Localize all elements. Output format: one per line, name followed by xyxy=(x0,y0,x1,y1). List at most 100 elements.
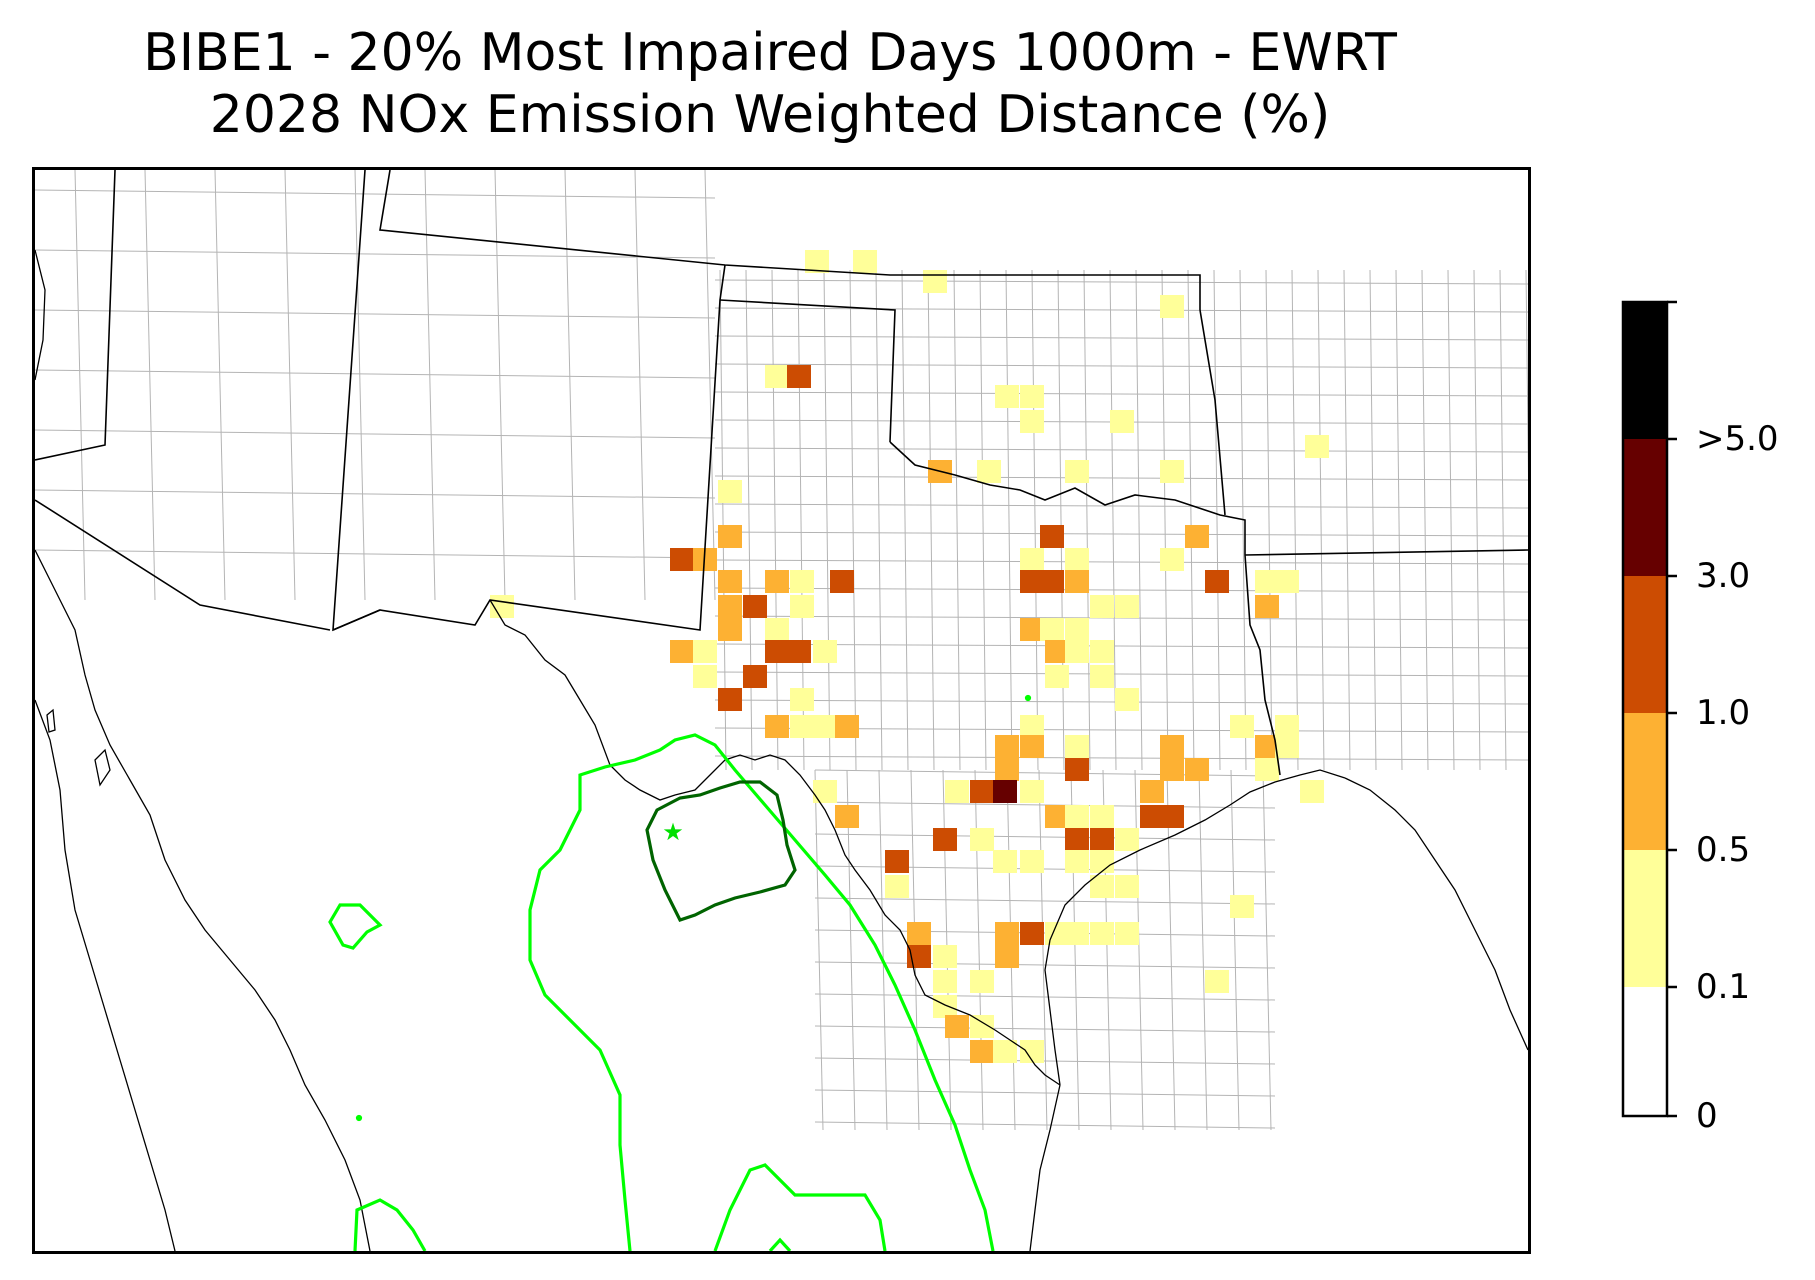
emission-cell xyxy=(1110,410,1134,433)
emission-cell xyxy=(718,525,742,548)
emission-cell xyxy=(765,570,789,593)
emission-cell xyxy=(1115,875,1139,898)
emission-cell xyxy=(1020,410,1044,433)
emission-cell xyxy=(813,640,837,663)
colorbar-ticks xyxy=(1667,300,1677,1118)
emission-cell xyxy=(835,715,859,738)
state-boundaries xyxy=(35,170,1528,776)
emission-cell xyxy=(1090,805,1114,828)
emission-cell xyxy=(1275,735,1299,758)
emission-cell xyxy=(1140,780,1164,803)
emission-cell xyxy=(1040,618,1064,641)
emission-cell xyxy=(995,945,1019,968)
emission-cell xyxy=(765,365,789,388)
emission-cell xyxy=(1090,595,1114,618)
emission-cell xyxy=(1090,828,1114,851)
emission-cell xyxy=(945,780,969,803)
emission-cell xyxy=(1090,922,1114,945)
emission-cell xyxy=(718,688,742,711)
emission-cell xyxy=(995,922,1019,945)
emission-cell xyxy=(1255,758,1279,781)
colorbar-bin-0.5-1 xyxy=(1623,713,1667,850)
emission-cell xyxy=(970,1015,994,1038)
colorbar-tick-0.5: 0.5 xyxy=(1696,830,1751,870)
emission-cell xyxy=(765,715,789,738)
emission-cell xyxy=(1020,735,1044,758)
emission-cell xyxy=(1300,780,1324,803)
receptor-marker: ★ xyxy=(662,818,684,846)
emission-cell xyxy=(790,715,814,738)
emission-cell xyxy=(765,640,789,663)
emission-cell xyxy=(1160,805,1184,828)
title-line-1: BIBE1 - 20% Most Impaired Days 1000m - E… xyxy=(143,23,1397,83)
emission-cell xyxy=(1065,735,1089,758)
border-tx-la xyxy=(1244,554,1281,776)
emission-cell xyxy=(1065,640,1089,663)
emission-cell xyxy=(1160,758,1184,781)
colorbar-bin-gt5 xyxy=(1623,302,1667,439)
contour-outer-left xyxy=(328,903,383,950)
border-ar-la xyxy=(1244,549,1528,556)
emission-cell xyxy=(993,850,1017,873)
emission-cell xyxy=(1045,665,1069,688)
colorbar-tick-0.1: 0.1 xyxy=(1696,967,1751,1007)
emission-cell xyxy=(1020,850,1044,873)
colorbar-bin-0.1-0.5 xyxy=(1623,850,1667,987)
emission-cell xyxy=(670,640,694,663)
emission-cell xyxy=(993,780,1017,803)
emission-cell xyxy=(1090,640,1114,663)
colorbar-border xyxy=(1621,300,1669,1118)
emission-cell xyxy=(1160,735,1184,758)
emission-cell xyxy=(1305,435,1329,458)
emission-cell xyxy=(1230,715,1254,738)
emission-cell xyxy=(1090,665,1114,688)
island-1 xyxy=(94,748,111,787)
emission-cell xyxy=(790,570,814,593)
border-nm-mexico xyxy=(332,609,381,631)
emission-cell xyxy=(933,828,957,851)
contour-outer-bottom-left xyxy=(353,1198,427,1251)
contour-outer-main xyxy=(528,733,995,1251)
contour-inner xyxy=(645,780,797,922)
emission-cell xyxy=(970,970,994,993)
map-canvas: ★ xyxy=(35,170,1528,1251)
emission-cell xyxy=(790,595,814,618)
emission-cell xyxy=(995,385,1019,408)
title-line-2: 2028 NOx Emission Weighted Distance (%) xyxy=(209,85,1331,145)
emission-cell xyxy=(718,618,742,641)
emission-cell xyxy=(1255,595,1279,618)
emission-cell xyxy=(1255,735,1279,758)
colorbar-tick-gt5: >5.0 xyxy=(1696,419,1779,459)
emission-cell xyxy=(718,570,742,593)
contour-outer-bottom-mid xyxy=(713,1163,887,1251)
emission-cell xyxy=(1160,295,1184,318)
emission-cell xyxy=(1115,595,1139,618)
emission-cell xyxy=(1205,570,1229,593)
emission-cell xyxy=(907,945,931,968)
colorbar-bin-3-5 xyxy=(1623,439,1667,576)
emission-cell xyxy=(1205,970,1229,993)
emission-cell xyxy=(1255,570,1279,593)
colorbar: >5.0 3.0 1.0 0.5 0.1 0 xyxy=(1620,299,1800,1133)
emission-cell xyxy=(1115,688,1139,711)
emission-cell xyxy=(923,270,947,293)
emission-cell xyxy=(1040,570,1064,593)
emission-cell xyxy=(933,945,957,968)
emission-cell xyxy=(1275,715,1299,738)
emission-cell xyxy=(830,570,854,593)
emission-cell xyxy=(970,780,994,803)
emission-cell xyxy=(907,922,931,945)
emission-cell xyxy=(1065,548,1089,571)
contour-dot xyxy=(355,1114,363,1122)
emission-cell xyxy=(693,665,717,688)
emission-cell xyxy=(1020,715,1044,738)
emission-cell xyxy=(1065,850,1089,873)
emission-cell xyxy=(835,805,859,828)
emission-cell xyxy=(885,850,909,873)
emission-cell xyxy=(787,365,811,388)
emission-cell xyxy=(693,640,717,663)
emission-cell xyxy=(970,828,994,851)
emission-cell xyxy=(1065,570,1089,593)
colorbar-scale xyxy=(1621,300,1677,1118)
emission-cell xyxy=(1275,570,1299,593)
